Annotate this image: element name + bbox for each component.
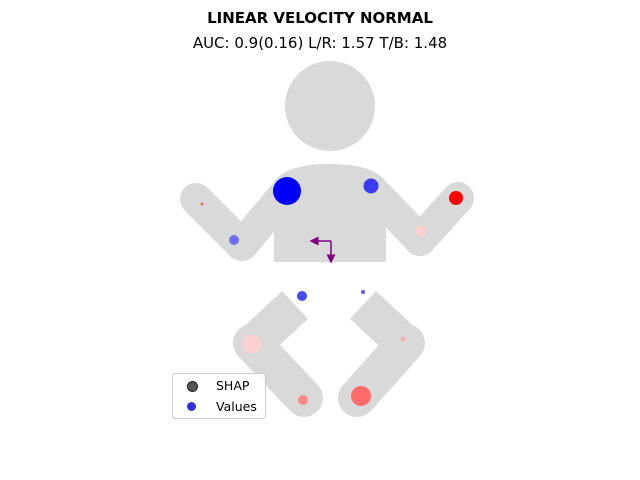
legend-label-values: Values (216, 399, 257, 414)
shap-marker-pelvis-right (361, 290, 365, 294)
shap-marker-left-shoulder (273, 177, 301, 205)
shap-marker-right-shoulder (363, 178, 379, 194)
right-forearm-shape (404, 182, 474, 256)
shap-marker-right-foot (351, 386, 371, 406)
shap-markers (200, 177, 463, 406)
legend-item-shap: SHAP (173, 377, 265, 395)
shap-marker-left-knee (242, 334, 262, 354)
legend-marker-values (187, 402, 196, 411)
legend-item-values: Values (173, 398, 265, 416)
shap-marker-upper-left-arm-tip (200, 202, 204, 206)
shap-marker-pelvis-left (297, 291, 307, 301)
legend-label-shap: SHAP (216, 378, 250, 393)
shap-marker-left-forearm (229, 235, 239, 245)
head-shape (285, 61, 375, 151)
left-shin-shape (233, 324, 323, 417)
direction-arrows (309, 236, 336, 264)
chart-title: LINEAR VELOCITY NORMAL (207, 9, 433, 27)
shap-marker-right-hand (449, 191, 463, 205)
body-silhouette (180, 61, 474, 417)
shap-marker-right-forearm (415, 225, 427, 237)
legend-marker-shap (187, 381, 198, 392)
shap-marker-left-foot (298, 395, 308, 405)
shap-marker-right-knee (400, 336, 406, 342)
legend: SHAP Values (172, 373, 266, 419)
chart-subtitle: AUC: 0.9(0.16) L/R: 1.57 T/B: 1.48 (192, 34, 448, 52)
